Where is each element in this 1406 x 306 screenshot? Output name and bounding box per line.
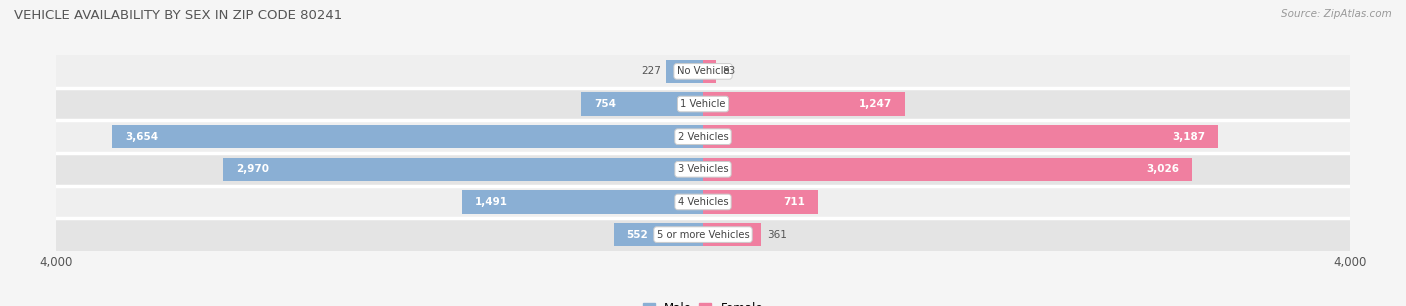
Bar <box>703 60 717 83</box>
Text: 1 Vehicle: 1 Vehicle <box>681 99 725 109</box>
Text: 552: 552 <box>627 230 648 240</box>
Bar <box>703 125 1219 148</box>
Bar <box>703 92 904 116</box>
Text: 754: 754 <box>593 99 616 109</box>
Bar <box>703 158 1192 181</box>
Text: 227: 227 <box>641 66 661 76</box>
Text: 3,187: 3,187 <box>1173 132 1205 142</box>
Text: 5 or more Vehicles: 5 or more Vehicles <box>657 230 749 240</box>
Bar <box>581 92 703 116</box>
Text: 83: 83 <box>723 66 735 76</box>
Bar <box>112 125 703 148</box>
Text: 2 Vehicles: 2 Vehicles <box>678 132 728 142</box>
Bar <box>222 158 703 181</box>
Text: 711: 711 <box>783 197 806 207</box>
Text: 3,654: 3,654 <box>125 132 159 142</box>
Text: 2,970: 2,970 <box>236 164 269 174</box>
Text: 361: 361 <box>768 230 787 240</box>
Bar <box>56 218 1350 251</box>
Text: 3,026: 3,026 <box>1146 164 1180 174</box>
Text: Source: ZipAtlas.com: Source: ZipAtlas.com <box>1281 9 1392 19</box>
Bar <box>703 190 818 214</box>
Legend: Male, Female: Male, Female <box>638 297 768 306</box>
Bar <box>56 55 1350 88</box>
Bar <box>56 186 1350 218</box>
Text: 4 Vehicles: 4 Vehicles <box>678 197 728 207</box>
Bar <box>56 120 1350 153</box>
Bar <box>56 153 1350 186</box>
Text: 1,491: 1,491 <box>475 197 508 207</box>
Bar <box>666 60 703 83</box>
Bar <box>703 223 762 246</box>
Bar <box>614 223 703 246</box>
Bar <box>463 190 703 214</box>
Text: No Vehicle: No Vehicle <box>676 66 730 76</box>
Bar <box>56 88 1350 120</box>
Text: 3 Vehicles: 3 Vehicles <box>678 164 728 174</box>
Text: VEHICLE AVAILABILITY BY SEX IN ZIP CODE 80241: VEHICLE AVAILABILITY BY SEX IN ZIP CODE … <box>14 9 342 22</box>
Text: 1,247: 1,247 <box>859 99 891 109</box>
